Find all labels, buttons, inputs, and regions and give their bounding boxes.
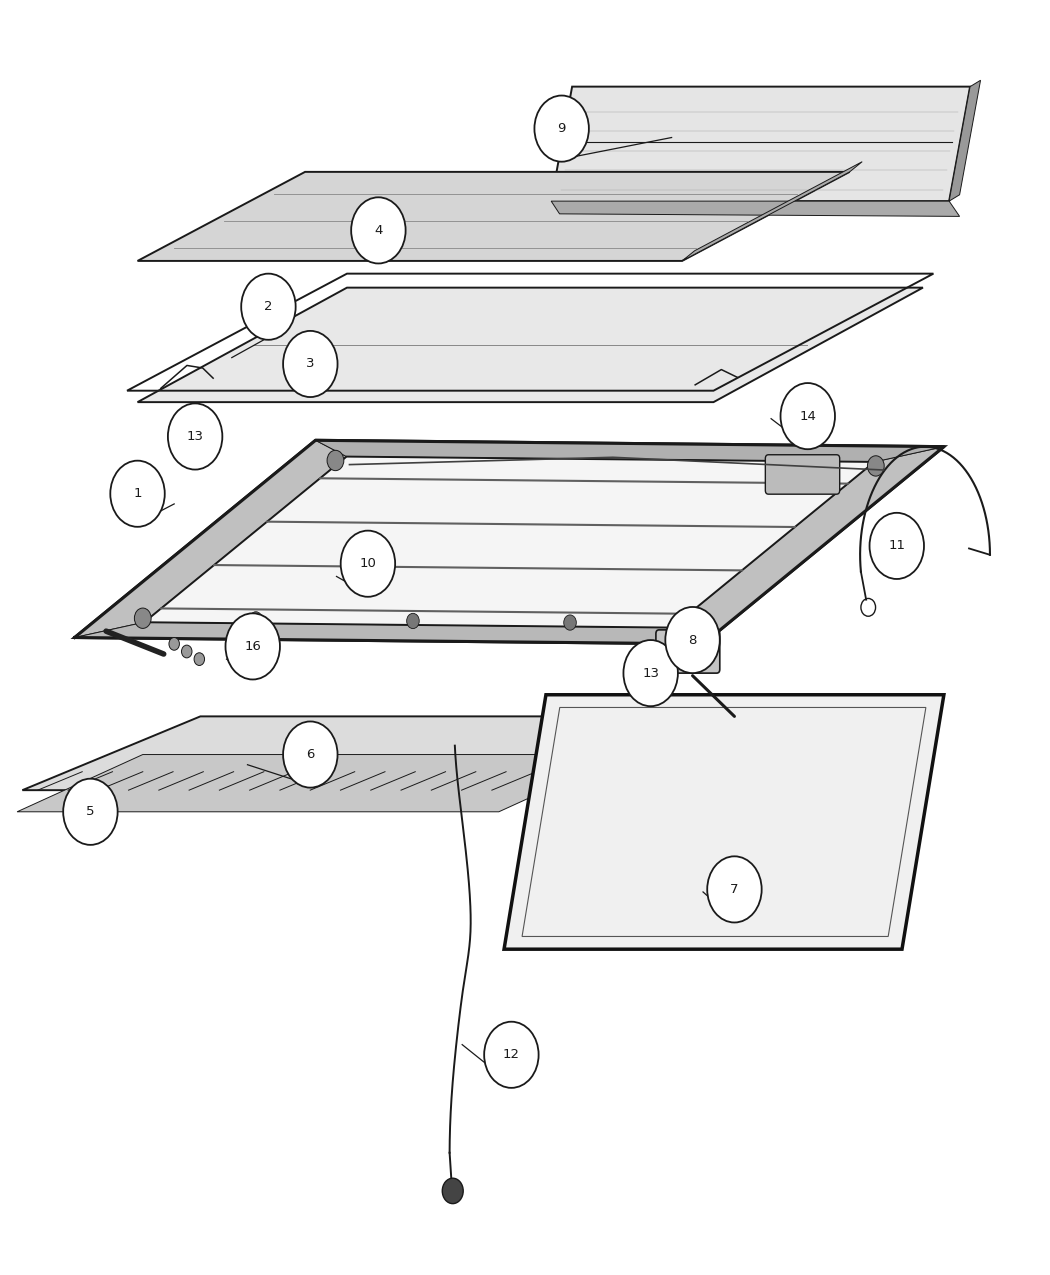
Polygon shape: [138, 172, 849, 261]
Polygon shape: [949, 80, 981, 201]
Polygon shape: [22, 717, 714, 790]
Text: 11: 11: [888, 539, 905, 552]
Circle shape: [675, 613, 692, 634]
Circle shape: [442, 1178, 463, 1204]
Circle shape: [182, 645, 192, 658]
Text: 6: 6: [307, 748, 315, 761]
Polygon shape: [536, 717, 723, 797]
Circle shape: [226, 613, 280, 680]
Text: 8: 8: [689, 634, 697, 646]
Circle shape: [284, 722, 337, 788]
Circle shape: [284, 332, 337, 397]
Polygon shape: [504, 695, 944, 949]
Circle shape: [534, 96, 589, 162]
Circle shape: [484, 1021, 539, 1088]
Text: 16: 16: [245, 640, 261, 653]
Text: 9: 9: [558, 122, 566, 135]
Circle shape: [134, 608, 151, 629]
Circle shape: [63, 779, 118, 845]
Circle shape: [666, 607, 720, 673]
Text: 3: 3: [306, 357, 315, 371]
Circle shape: [406, 613, 419, 629]
Circle shape: [340, 530, 395, 597]
Circle shape: [328, 450, 343, 470]
Circle shape: [869, 513, 924, 579]
Circle shape: [708, 857, 761, 923]
Circle shape: [624, 640, 678, 706]
Polygon shape: [75, 440, 944, 644]
Polygon shape: [17, 755, 625, 812]
Text: 4: 4: [374, 224, 382, 237]
Circle shape: [169, 638, 180, 650]
Text: 14: 14: [799, 409, 816, 422]
Text: 13: 13: [643, 667, 659, 680]
Circle shape: [780, 382, 835, 449]
Polygon shape: [551, 87, 970, 201]
Text: 7: 7: [730, 882, 739, 896]
Text: 12: 12: [503, 1048, 520, 1061]
FancyBboxPatch shape: [765, 455, 840, 495]
Circle shape: [242, 274, 296, 340]
Circle shape: [351, 198, 405, 264]
Circle shape: [564, 615, 576, 630]
Text: 10: 10: [359, 557, 376, 570]
Polygon shape: [682, 162, 862, 261]
Text: 2: 2: [265, 300, 273, 314]
Circle shape: [867, 455, 884, 476]
Circle shape: [168, 403, 223, 469]
Polygon shape: [144, 456, 875, 627]
Text: 5: 5: [86, 806, 94, 819]
Polygon shape: [551, 201, 960, 217]
Circle shape: [250, 612, 262, 627]
Text: 13: 13: [187, 430, 204, 442]
FancyBboxPatch shape: [656, 630, 720, 673]
Text: 1: 1: [133, 487, 142, 500]
Polygon shape: [138, 288, 923, 402]
Polygon shape: [672, 446, 944, 644]
Polygon shape: [75, 622, 704, 644]
Circle shape: [194, 653, 205, 666]
Polygon shape: [316, 440, 944, 462]
Polygon shape: [75, 440, 346, 638]
Circle shape: [110, 460, 165, 527]
